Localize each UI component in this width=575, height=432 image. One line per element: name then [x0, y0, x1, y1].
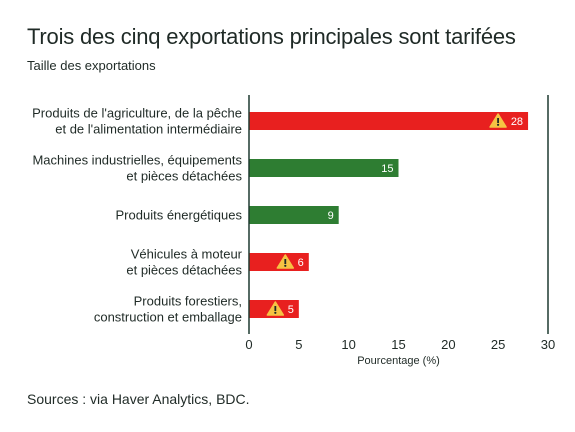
x-tick-label-6: 30	[541, 337, 555, 352]
warning-icon-0	[489, 113, 507, 128]
bar-1	[249, 159, 399, 177]
chart-title: Trois des cinq exportations principales …	[27, 24, 516, 49]
x-tick-label-1: 5	[295, 337, 302, 352]
category-label-3: Véhicules à moteur et pièces détachées	[126, 247, 242, 278]
bar-0	[249, 112, 529, 130]
x-tick-label-0: 0	[245, 337, 252, 352]
warning-icon-3	[276, 254, 295, 269]
chart-subtitle: Taille des exportations	[27, 58, 156, 73]
category-label-0: Produits de l'agriculture, de la pêche et…	[32, 106, 242, 137]
bar-3	[249, 253, 309, 271]
x-tick-label-5: 25	[491, 337, 505, 352]
bar-value-label-3: 6	[298, 257, 304, 269]
category-label-2: Produits énergétiques	[116, 208, 243, 223]
x-tick-label-4: 20	[441, 337, 455, 352]
bar-value-label-0: 28	[511, 116, 523, 128]
x-tick-label-2: 10	[341, 337, 355, 352]
x-axis-title: Pourcentage (%)	[357, 355, 440, 367]
warning-icon-4	[266, 301, 285, 316]
bar-2	[249, 206, 339, 224]
bar-value-label-4: 5	[288, 304, 294, 316]
source-note: Sources : via Haver Analytics, BDC.	[27, 391, 250, 407]
bar-value-label-2: 9	[328, 210, 334, 222]
category-label-1: Machines industrielles, équipements et pi…	[32, 153, 242, 184]
category-label-4: Produits forestiers, construction et emba…	[94, 294, 242, 325]
x-tick-label-3: 15	[391, 337, 405, 352]
bar-value-label-1: 15	[381, 163, 393, 175]
